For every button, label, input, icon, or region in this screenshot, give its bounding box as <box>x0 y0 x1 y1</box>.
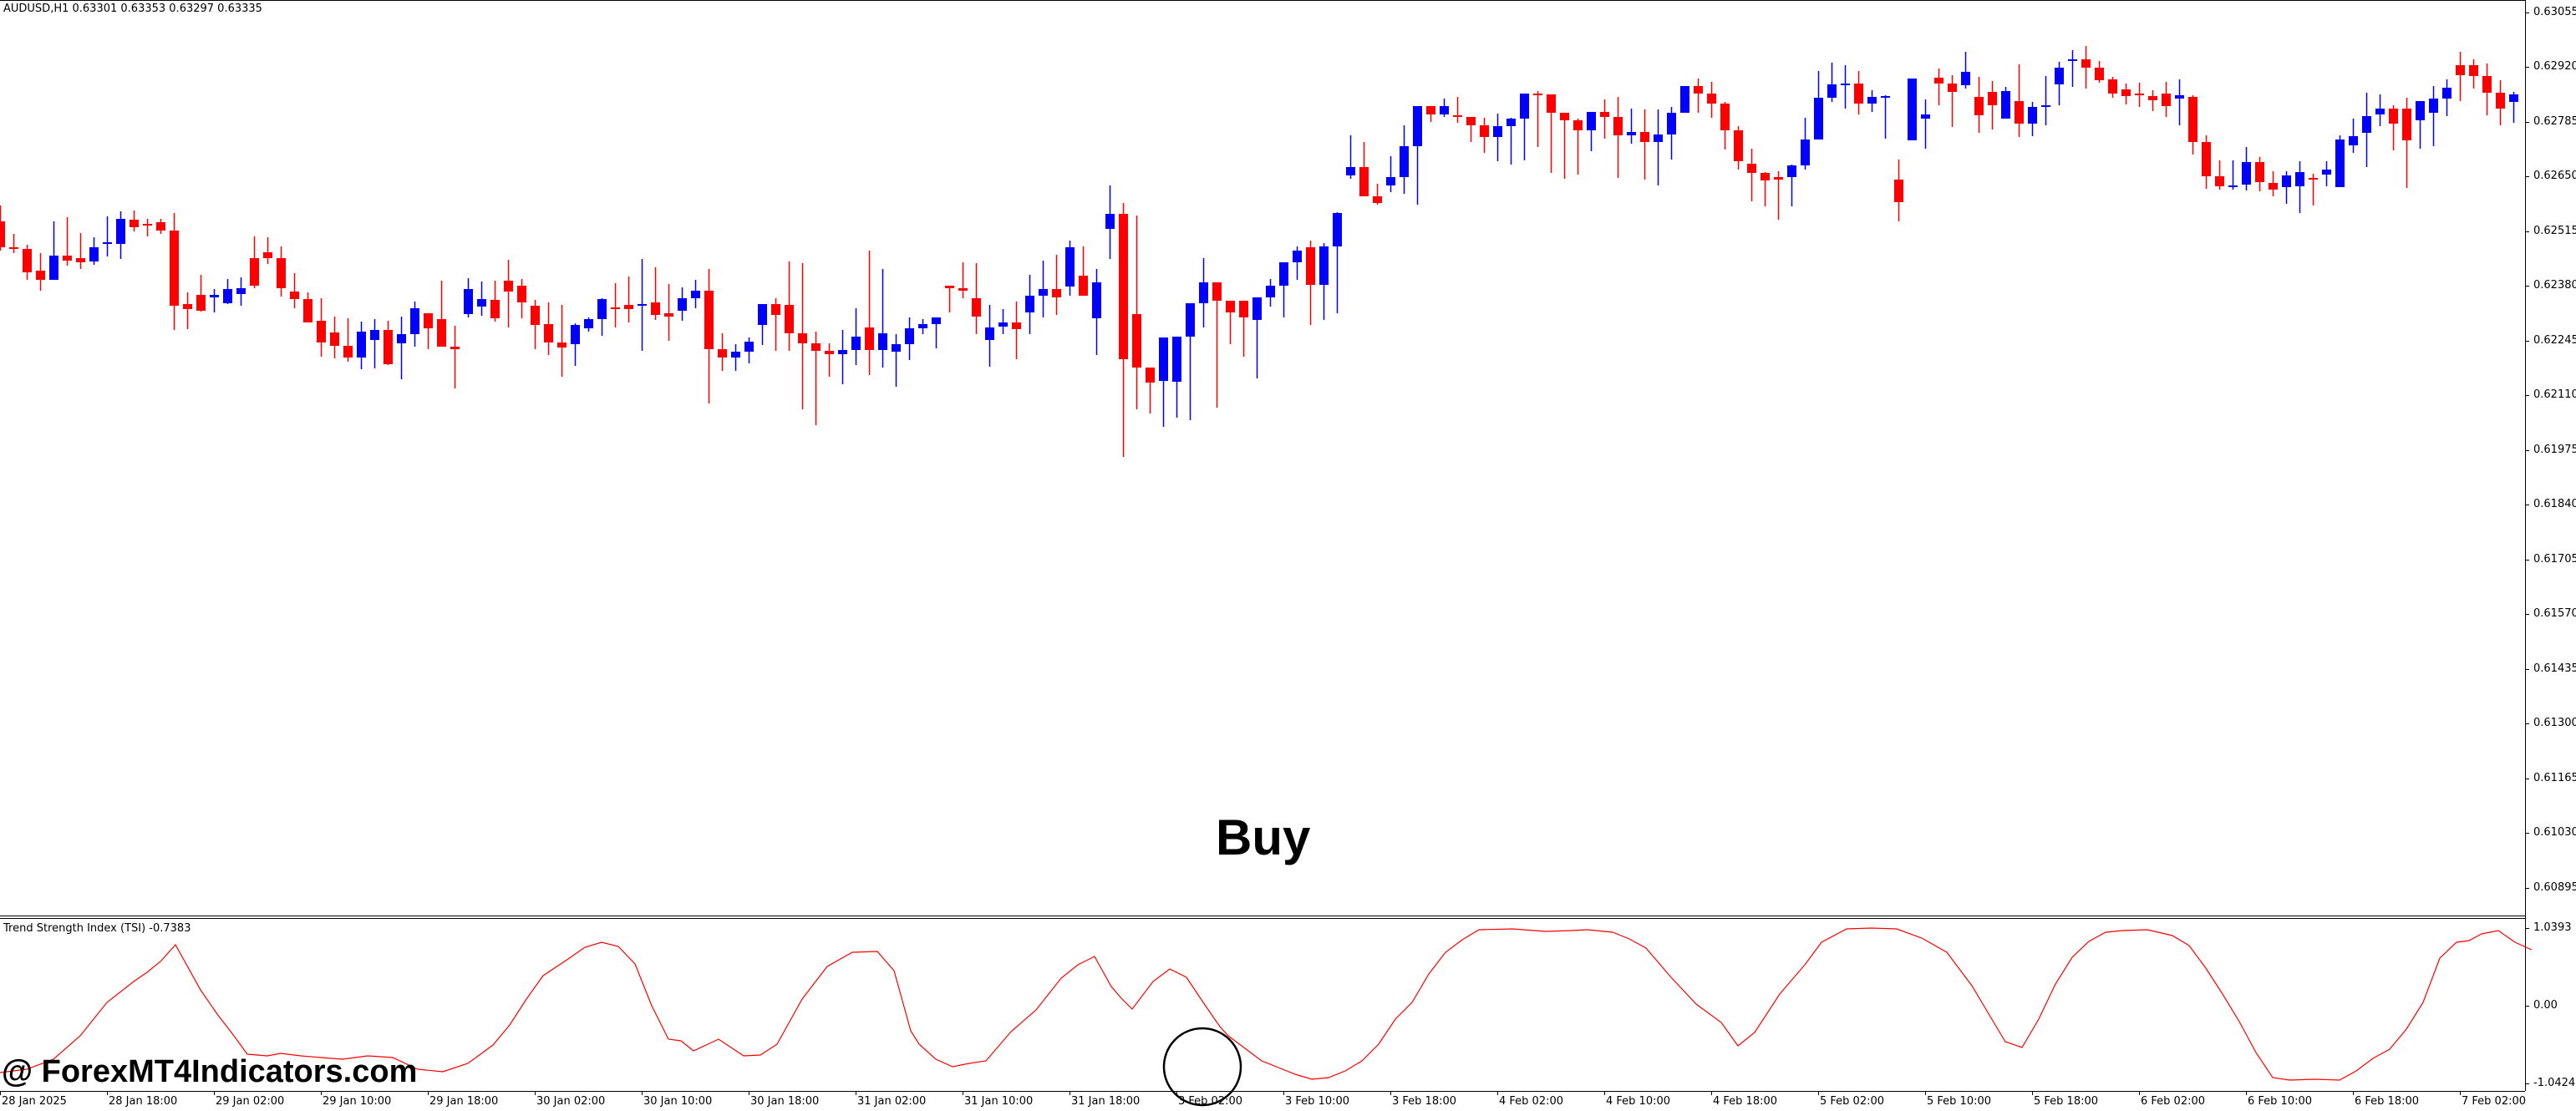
watermark: @ ForexMT4Indicators.com <box>2 1054 418 1089</box>
price-tick-label: 0.62515 <box>2533 225 2576 237</box>
time-tick-label: 31 Jan 18:00 <box>1071 1095 1141 1108</box>
price-tick-label: 0.62245 <box>2533 334 2576 347</box>
time-tick-label: 3 Feb 10:00 <box>1285 1095 1350 1108</box>
price-tick-label: 0.61705 <box>2533 553 2576 566</box>
time-tick-label: 7 Feb 02:00 <box>2462 1095 2527 1108</box>
price-tick-label: 0.61300 <box>2533 717 2576 729</box>
buy-signal-label: Buy <box>1216 809 1311 865</box>
indicator-tick-label: 1.0393 <box>2533 921 2572 934</box>
time-tick-label: 30 Jan 10:00 <box>643 1095 713 1108</box>
chart-frame <box>0 0 2526 1092</box>
time-tick-label: 30 Jan 02:00 <box>536 1095 606 1108</box>
time-tick-label: 31 Jan 02:00 <box>857 1095 927 1108</box>
time-tick-label: 4 Feb 18:00 <box>1713 1095 1778 1108</box>
time-tick-label: 30 Jan 18:00 <box>750 1095 820 1108</box>
time-tick-label: 6 Feb 18:00 <box>2355 1095 2420 1108</box>
price-tick-label: 0.61165 <box>2533 772 2576 784</box>
price-tick-label: 0.62380 <box>2533 279 2576 292</box>
axis-ticks <box>0 13 2529 1095</box>
time-tick-label: 29 Jan 02:00 <box>216 1095 285 1108</box>
price-tick-label: 0.61030 <box>2533 826 2576 839</box>
price-tick-label: 0.62785 <box>2533 115 2576 128</box>
time-tick-label: 28 Jan 2025 <box>2 1095 67 1108</box>
time-tick-label: 5 Feb 18:00 <box>2034 1095 2099 1108</box>
indicator-tick-label: -1.0424 <box>2533 1077 2576 1089</box>
time-tick-label: 5 Feb 10:00 <box>1927 1095 1992 1108</box>
time-tick-label: 28 Jan 18:00 <box>109 1095 178 1108</box>
time-tick-label: 4 Feb 10:00 <box>1606 1095 1671 1108</box>
price-tick-label: 0.61435 <box>2533 662 2576 675</box>
price-tick-label: 0.62650 <box>2533 170 2576 182</box>
price-tick-label: 0.60895 <box>2533 881 2576 894</box>
indicator-title: Trend Strength Index (TSI) -0.7383 <box>3 922 191 935</box>
time-tick-label: 6 Feb 10:00 <box>2248 1095 2313 1108</box>
tsi-indicator-line <box>0 927 2533 1081</box>
price-tick-label: 0.62920 <box>2533 60 2576 73</box>
price-tick-label: 0.63055 <box>2533 6 2576 18</box>
indicator-tick-label: 0.00 <box>2533 999 2558 1012</box>
buy-signal-circle <box>1162 1027 1242 1107</box>
time-tick-label: 29 Jan 18:00 <box>429 1095 499 1108</box>
time-tick-label: 3 Feb 02:00 <box>1178 1095 1243 1108</box>
time-tick-label: 6 Feb 02:00 <box>2141 1095 2206 1108</box>
price-tick-label: 0.61975 <box>2533 444 2576 456</box>
price-candles <box>0 46 2518 457</box>
time-tick-label: 29 Jan 10:00 <box>323 1095 392 1108</box>
price-tick-label: 0.61840 <box>2533 498 2576 510</box>
time-tick-label: 3 Feb 18:00 <box>1392 1095 1457 1108</box>
symbol-info: AUDUSD,H1 0.63301 0.63353 0.63297 0.6333… <box>3 3 262 15</box>
time-tick-label: 31 Jan 10:00 <box>964 1095 1034 1108</box>
time-tick-label: 5 Feb 02:00 <box>1820 1095 1885 1108</box>
time-tick-label: 4 Feb 02:00 <box>1499 1095 1564 1108</box>
price-tick-label: 0.61570 <box>2533 607 2576 620</box>
price-tick-label: 0.62110 <box>2533 388 2576 401</box>
